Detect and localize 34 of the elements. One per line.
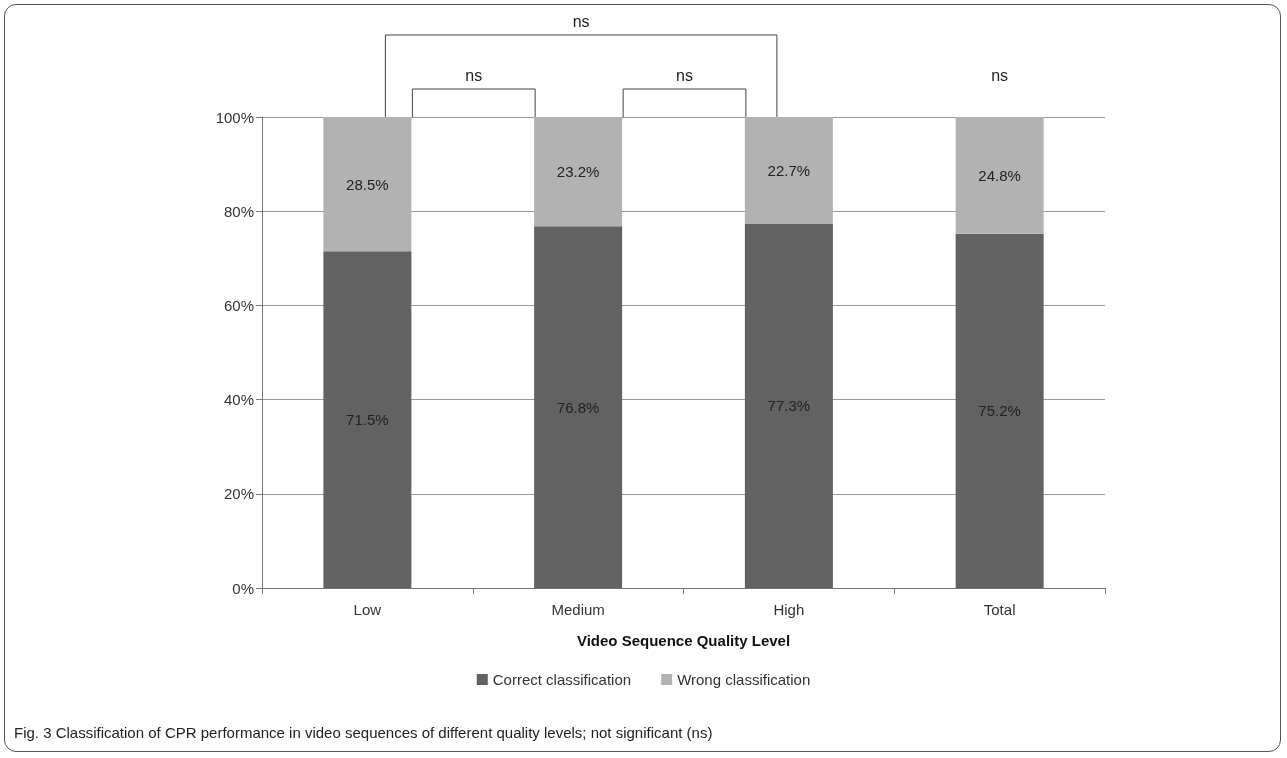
x-tick-label: High — [773, 601, 805, 618]
y-tick-label: 40% — [223, 391, 254, 409]
data-label: 28.5% — [346, 175, 389, 193]
y-tick-label: 0% — [232, 579, 254, 597]
x-tick-label: Total — [983, 601, 1016, 618]
bar — [323, 117, 412, 252]
bar — [744, 223, 833, 588]
data-label: 71.5% — [346, 411, 389, 429]
bar — [323, 251, 412, 588]
legend-label: Wrong classification — [677, 671, 811, 688]
data-label: 23.2% — [556, 163, 600, 181]
text: ns — [676, 66, 693, 84]
text: ns — [465, 66, 483, 84]
data-label: 22.7% — [767, 161, 811, 179]
y-tick-label: 80% — [223, 202, 254, 220]
x-axis-title: Video Sequence Quality Level — [576, 632, 791, 649]
legend-label: Correct classification — [492, 671, 632, 688]
x-tick-label: Medium — [551, 601, 605, 618]
bar — [534, 226, 623, 588]
y-tick-label: 100% — [215, 108, 254, 126]
bar — [955, 233, 1044, 588]
bar — [955, 117, 1044, 234]
x-tick-label: Low — [353, 601, 382, 618]
bar — [534, 117, 623, 227]
y-tick-label: 60% — [223, 296, 254, 314]
bar — [744, 117, 833, 224]
text: ns — [572, 12, 590, 30]
caption: Fig. 3 Classification of CPR performance in video sequences of different quality levels; not significant (ns) — [14, 724, 713, 741]
text: ns — [991, 66, 1009, 84]
data-label: 75.2% — [978, 402, 1021, 420]
data-label: 77.3% — [767, 397, 811, 415]
data-label: 24.8% — [978, 166, 1021, 184]
data-label: 76.8% — [556, 398, 600, 416]
y-tick-label: 20% — [223, 485, 254, 503]
